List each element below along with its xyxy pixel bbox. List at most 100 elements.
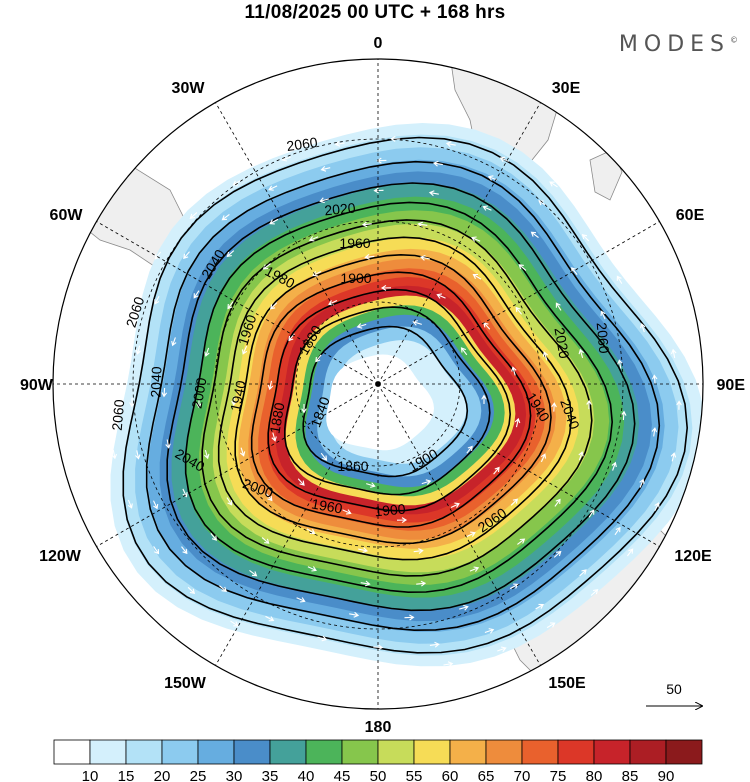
contour-label: 1960 bbox=[339, 235, 370, 251]
wind-arrow bbox=[239, 447, 246, 457]
wind-arrow bbox=[320, 452, 328, 461]
wind-arrow bbox=[153, 546, 160, 555]
contour-label: 1880 bbox=[266, 401, 287, 435]
contour-label: 2060 bbox=[109, 399, 128, 432]
contour-label-text: 2020 bbox=[551, 326, 572, 360]
wind-arrow bbox=[578, 451, 584, 461]
meridian-line bbox=[377, 383, 664, 550]
wind-arrow bbox=[404, 614, 415, 621]
colorbar-tick-label: 35 bbox=[262, 768, 279, 782]
colorbar-tick-label: 65 bbox=[478, 768, 495, 782]
wind-arrow bbox=[416, 580, 427, 587]
wind-arrow bbox=[654, 502, 660, 512]
map-title: 11/08/2025 00 UTC + 168 hrs bbox=[244, 2, 506, 23]
colorbar-swatch bbox=[449, 739, 487, 765]
colorbar-swatch bbox=[485, 739, 523, 765]
wind-arrow bbox=[219, 585, 228, 592]
contour-label: 2060 bbox=[594, 322, 613, 355]
brand-name: MODES bbox=[618, 32, 730, 57]
wind-arrow bbox=[135, 345, 142, 355]
contour-label: 2000 bbox=[188, 376, 209, 410]
wind-arrow bbox=[334, 140, 345, 147]
meridian-line bbox=[92, 218, 379, 385]
wind-arrow bbox=[308, 236, 319, 242]
wind-arrow bbox=[515, 306, 523, 315]
wind-arrow bbox=[183, 251, 190, 260]
wind-arrow bbox=[429, 641, 440, 648]
wind-arrow bbox=[586, 399, 592, 410]
meridian-line bbox=[377, 383, 544, 670]
colorbar-tick-label: 85 bbox=[622, 768, 639, 782]
lon-label-60e: 60E bbox=[676, 207, 705, 224]
wind-arrow bbox=[390, 135, 401, 142]
wind-arrow bbox=[553, 550, 562, 558]
colorbar-tick-label: 75 bbox=[550, 768, 567, 782]
wind-arrow bbox=[153, 500, 159, 510]
wind-arrow bbox=[551, 402, 557, 412]
wind-arrow bbox=[296, 597, 306, 603]
contour-label-text: 1900 bbox=[340, 270, 371, 286]
wind-arrow bbox=[358, 547, 369, 554]
contour-label-text: 2020 bbox=[324, 200, 357, 219]
colorbar-swatch bbox=[341, 739, 379, 765]
height-contour bbox=[250, 271, 532, 528]
wind-arrow bbox=[554, 498, 561, 507]
wind-arrow bbox=[481, 394, 487, 404]
height-contour bbox=[234, 253, 552, 545]
contour-label-text: 2060 bbox=[285, 134, 318, 154]
wind-arrow bbox=[518, 264, 527, 271]
contour-label-text: 2040 bbox=[147, 366, 164, 398]
colorbar-swatch bbox=[233, 739, 271, 765]
wind-arrow bbox=[670, 452, 677, 462]
contour-label: 1860 bbox=[337, 458, 368, 474]
wind-arrow bbox=[387, 666, 398, 673]
wind-arrow bbox=[549, 181, 558, 188]
colorbar-tick-label: 90 bbox=[658, 768, 675, 782]
wind-arrow bbox=[466, 445, 473, 454]
wind-arrow bbox=[189, 212, 198, 219]
meridian-line bbox=[92, 383, 379, 550]
brand-copyright-mark: © bbox=[730, 35, 738, 45]
wind-arrow bbox=[204, 449, 210, 460]
wind-arrow bbox=[366, 482, 376, 488]
lon-label-120e: 120E bbox=[674, 548, 712, 565]
wind-arrow bbox=[626, 548, 634, 557]
wind-arrow bbox=[315, 354, 322, 363]
colorbar-swatch bbox=[269, 739, 307, 765]
wind-arrow bbox=[616, 275, 623, 284]
colorbar-tick-label: 70 bbox=[514, 768, 531, 782]
meridians bbox=[53, 59, 703, 709]
wind-arrow bbox=[509, 583, 519, 590]
wind-arrow bbox=[265, 493, 273, 502]
lon-label-150w: 150W bbox=[164, 675, 207, 692]
wind-arrow bbox=[187, 586, 196, 595]
wind-arrow bbox=[111, 346, 118, 356]
wind-arrow bbox=[484, 628, 495, 634]
colorbar-tick-label: 10 bbox=[82, 768, 99, 782]
wind-arrow bbox=[471, 236, 481, 242]
wind-arrow bbox=[320, 166, 331, 172]
height-contour bbox=[201, 219, 593, 577]
colorbar-swatch bbox=[629, 739, 667, 765]
wind-arrow bbox=[181, 546, 188, 555]
lon-label-90e: 90E bbox=[717, 377, 746, 394]
contour-label-text: 1960 bbox=[310, 495, 344, 516]
lon-label-150e: 150E bbox=[548, 675, 586, 692]
contour-label: 1900 bbox=[374, 501, 407, 520]
colorbar-tick-label: 60 bbox=[442, 768, 459, 782]
wind-arrow bbox=[106, 398, 112, 408]
wind-arrow bbox=[620, 410, 627, 421]
wind-arrow bbox=[226, 250, 235, 258]
wind-arrow bbox=[278, 645, 289, 652]
wind-arrow bbox=[611, 461, 617, 471]
colorbar-swatch bbox=[53, 739, 91, 765]
wind-arrow bbox=[307, 566, 317, 572]
wind-arrow bbox=[617, 359, 623, 369]
wind-arrow bbox=[514, 417, 521, 428]
wind-arrow bbox=[297, 478, 305, 486]
wind-arrow bbox=[221, 213, 230, 221]
wind-arrow bbox=[127, 499, 133, 509]
wind-arrow bbox=[579, 569, 587, 577]
colorbar-swatch bbox=[557, 739, 595, 765]
lon-label-0: 0 bbox=[374, 35, 383, 52]
